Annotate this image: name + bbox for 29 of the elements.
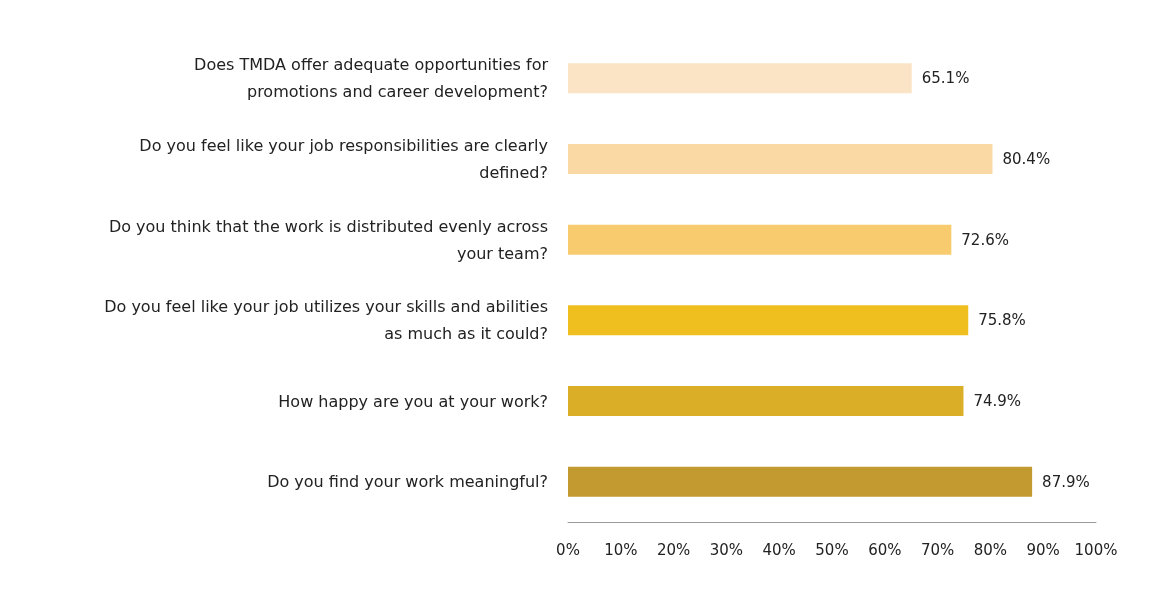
y-tick-label: Do you think that the work is distributed evenly across your team? [108,216,548,263]
bar [568,305,969,336]
data-label: 75.8% [978,311,1026,330]
x-tick-label: 20% [656,540,691,559]
x-tick-label: 70% [920,540,955,559]
x-tick-label: 50% [815,540,849,559]
bar [568,63,912,94]
y-tick-label: How happy are you at your work? [278,391,548,411]
y-tick-label: Do you feel like your job responsibilities are clearly defined? [139,136,548,182]
x-tick-label: 60% [868,540,902,559]
data-label: 72.6% [961,230,1009,249]
bar [568,144,993,174]
bar [568,466,1033,497]
y-tick-label: Does TMDA offer adequate opportunities for promotions and career development? [194,55,549,102]
bar [568,224,952,255]
x-tick-label: 90% [1026,540,1060,559]
x-tick-label: 80% [973,540,1008,559]
x-tick-label: 10% [604,540,638,559]
data-label: 80.4% [1002,150,1051,168]
data-label: 87.9% [1042,472,1090,491]
y-tick-label: Do you feel like your job utilizes your skills and abilities as much as it could? [104,297,548,344]
x-tick-label: 40% [762,540,796,559]
x-tick-label: 30% [709,540,744,559]
y-tick-label: Do you find your work meaningful? [267,472,548,492]
x-tick-label: 0% [556,540,580,559]
x-tick-label: 100% [1074,540,1118,559]
data-label: 74.9% [973,392,1022,410]
data-label: 65.1% [921,69,970,88]
bar [568,386,964,416]
